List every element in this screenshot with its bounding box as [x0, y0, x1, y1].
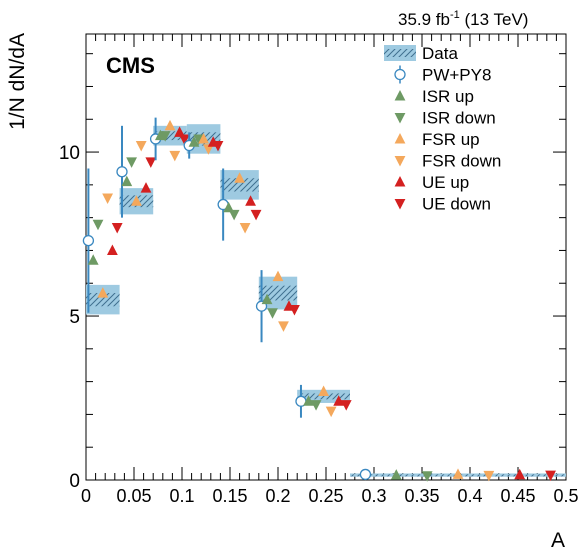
data-hatch: [220, 178, 259, 192]
x-tick-label: 0.45: [500, 486, 535, 506]
pw-py8-point: [82, 234, 95, 247]
ue-down-point: [289, 304, 300, 316]
fsr-up-point: [234, 172, 245, 183]
plot-area: 0 5 10 0 0.05 0.1 0.15 0.2 0.25 0.3 0.35 0.4 0.45 0.5: [59, 33, 579, 506]
ue-up-point: [140, 182, 152, 193]
data-hatch: [297, 393, 350, 400]
fsr-up-point: [272, 270, 284, 282]
isr-down-point: [421, 471, 433, 482]
plot-frame: [85, 33, 567, 481]
legend-fsr-up-marker: [394, 133, 406, 144]
x-tick-label: 0.05: [116, 486, 151, 506]
fsr-up-point: [97, 287, 109, 298]
isr-down-point: [228, 209, 240, 221]
ue-up-point: [514, 468, 526, 480]
fsr-up-point: [131, 195, 142, 206]
x-tick-label: 0.3: [361, 486, 386, 506]
isr-down-point: [267, 308, 278, 319]
ue-up-point: [107, 244, 118, 255]
y-tick-label: 10: [59, 143, 80, 164]
legend-isr-down-marker: [394, 113, 406, 124]
y-axis-title: 1/N dN/dA: [6, 33, 29, 130]
luminosity-label: 35.9 fb-1 (13 TeV): [398, 9, 528, 29]
isr-up-point: [303, 395, 314, 406]
isr-down-point: [310, 400, 322, 411]
legend-ue-up-label: UE up: [422, 173, 469, 192]
ue-down-point: [545, 470, 556, 482]
fsr-down-point: [325, 406, 337, 418]
legend-data-hatch: [384, 49, 416, 57]
x-tick-label: 0.1: [169, 486, 194, 506]
legend-isr-up-label: ISR up: [422, 87, 474, 106]
ue-up-point: [174, 126, 185, 137]
x-tick-label: 0: [81, 486, 91, 506]
legend-isr-down-label: ISR down: [422, 109, 496, 128]
isr-up-point: [223, 201, 235, 213]
fsr-up-point: [198, 132, 209, 144]
ue-down-point: [111, 222, 123, 234]
ue-down-point: [145, 157, 157, 168]
ue-up-point: [245, 195, 256, 206]
legend-isr-up-marker: [394, 90, 406, 101]
legend-fsr-down-label: FSR down: [422, 152, 501, 171]
legend-pw-py8-label: PW+PY8: [422, 66, 491, 85]
ue-down-point: [340, 400, 352, 411]
x-tick-label: 0.35: [404, 486, 439, 506]
fsr-down-point: [483, 470, 495, 482]
fsr-down-point: [169, 150, 181, 162]
data-hatch: [86, 292, 120, 307]
x-tick-label: 0.4: [457, 486, 482, 506]
isr-up-point: [261, 293, 273, 305]
fsr-down-point: [203, 144, 214, 155]
x-tick-label: 0.5: [553, 486, 578, 506]
x-axis-title: A: [551, 529, 565, 552]
legend-ue-down-label: UE down: [422, 195, 491, 214]
fsr-up-point: [164, 119, 176, 131]
ue-down-point: [179, 134, 190, 145]
legend-data-label: Data: [422, 44, 458, 63]
pw-py8-point: [359, 468, 372, 481]
legend-ue-down-marker: [394, 199, 406, 210]
legend-pw-py8-marker: [394, 68, 406, 81]
fsr-up-point: [318, 385, 329, 396]
isr-up-point: [390, 469, 402, 480]
fsr-up-point: [452, 468, 464, 479]
isr-down-point: [159, 131, 171, 142]
isr-down-point: [92, 219, 104, 231]
fsr-down-point: [102, 193, 113, 204]
pw-py8-point: [116, 166, 128, 178]
cms-label: CMS: [106, 53, 155, 78]
legend: Data PW+PY8 ISR up ISR down FSR up FSR down UE…: [384, 44, 501, 214]
isr-up-point: [121, 175, 133, 187]
x-tick-label: 0.2: [265, 486, 290, 506]
y-tick-label: 5: [69, 307, 80, 328]
fsr-down-point: [239, 222, 251, 234]
y-tick-label: 0: [69, 471, 80, 492]
isr-up-point: [188, 136, 200, 147]
isr-up-point: [87, 254, 99, 265]
fsr-down-point: [135, 141, 147, 152]
fsr-down-point: [278, 321, 289, 332]
ue-down-point: [212, 141, 224, 152]
legend-fsr-down-marker: [394, 156, 406, 167]
legend-fsr-up-label: FSR up: [422, 130, 480, 149]
ue-down-point: [250, 209, 262, 221]
legend-ue-up-marker: [394, 176, 406, 187]
data-hatch: [153, 131, 187, 141]
isr-down-point: [126, 157, 137, 168]
x-tick-label: 0.25: [308, 486, 343, 506]
x-tick-label: 0.15: [212, 486, 247, 506]
data-hatch: [258, 285, 298, 301]
ue-up-point: [333, 395, 345, 406]
